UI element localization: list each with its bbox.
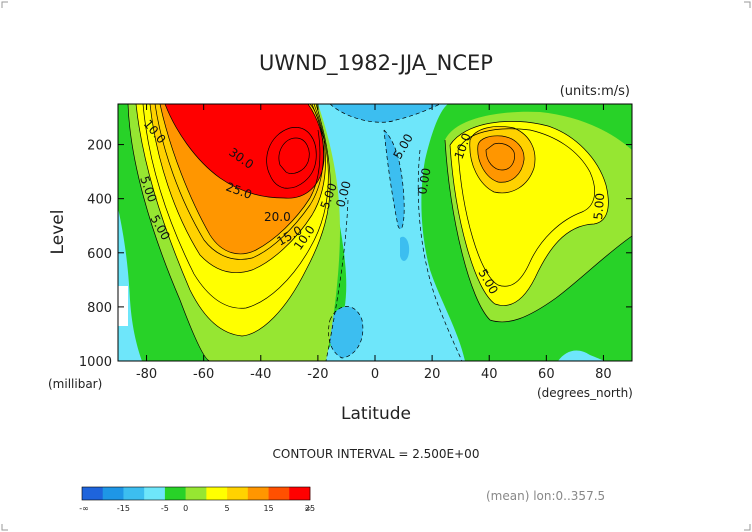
contour-line — [449, 121, 609, 306]
colorbar-label: -∞ — [79, 504, 89, 513]
colorbar-label: 0 — [183, 504, 188, 513]
contour-label: 5.00 — [591, 192, 607, 220]
x-tick-label: -20 — [307, 367, 328, 382]
x-units-label: (degrees_north) — [537, 386, 633, 400]
contour-label: 0.00 — [333, 179, 353, 208]
contour-line — [325, 199, 349, 361]
colorbar-swatch — [123, 487, 145, 500]
y-axis: 200 400 600 800 1000 — [79, 139, 632, 370]
contour-label: 0.00 — [415, 167, 433, 196]
colorbar-frame — [81, 486, 311, 501]
x-tick-label: 40 — [481, 367, 498, 382]
contour-line — [159, 104, 321, 255]
colorbar-label: 25 — [305, 504, 315, 513]
x-tick-label: -60 — [193, 367, 214, 382]
y-tick-label: 400 — [87, 193, 112, 208]
colorbar-label: -5 — [161, 504, 169, 513]
contour-line — [328, 306, 364, 359]
x-axis: -80 -60 -40 -20 0 20 40 60 80 — [136, 104, 612, 382]
colorbar-swatch — [164, 487, 186, 500]
footer-text: (mean) lon:0..357.5 — [486, 489, 605, 503]
colorbar-swatch — [247, 487, 269, 500]
contour-line — [477, 135, 525, 183]
contour-line — [135, 104, 331, 337]
colorbar-swatch — [268, 487, 290, 500]
sh-jet-band — [165, 104, 325, 199]
colorbar-swatch — [82, 487, 104, 500]
x-tick-label: 20 — [424, 367, 441, 382]
y-tick-label: 800 — [87, 301, 112, 316]
colorbar-swatch — [289, 487, 311, 500]
easterly-region — [400, 236, 410, 261]
colorbar-labels: -∞ -15 -5 0 5 15 25∞ — [79, 504, 315, 513]
x-tick-label: -80 — [136, 367, 157, 382]
masked-region — [118, 286, 128, 326]
easterly-region — [328, 306, 363, 358]
contour-line — [142, 104, 329, 309]
colorbar-label: ∞ — [305, 504, 312, 513]
units-label: (units:m/s) — [560, 84, 630, 99]
contour-line — [457, 128, 596, 287]
y-tick-label: 600 — [87, 247, 112, 262]
contour-lines — [127, 104, 632, 361]
negative-contours — [325, 104, 463, 361]
x-tick-label: -40 — [250, 367, 271, 382]
contour-line — [485, 142, 515, 171]
contour-line — [383, 129, 405, 230]
contour-interval-text: CONTOUR INTERVAL = 2.500E+00 — [273, 447, 480, 461]
contour-field — [118, 104, 632, 361]
contour-line — [266, 127, 317, 189]
colorbar-swatch — [102, 487, 124, 500]
colorbar-label: -15 — [117, 504, 130, 513]
easterly-region — [558, 350, 606, 361]
y-tick-label: 200 — [87, 139, 112, 154]
colorbar-swatch — [206, 487, 228, 500]
contour-line — [329, 104, 441, 123]
colorbar-label: 15 — [263, 504, 273, 513]
easterly-region — [316, 104, 465, 361]
contour-line — [469, 126, 536, 194]
y-units-label: (millibar) — [48, 377, 102, 391]
x-tick-label: 60 — [538, 367, 555, 382]
colorbar-swatch — [227, 487, 249, 500]
y-tick-label: 1000 — [79, 355, 112, 370]
contour-line — [149, 104, 326, 273]
colorbar — [81, 486, 311, 501]
colorbar-swatch — [144, 487, 166, 500]
contour-line — [164, 104, 325, 199]
contour-line — [444, 139, 632, 323]
contour-line — [127, 104, 211, 361]
colorbar-label: 5 — [225, 504, 230, 513]
easterly-region — [330, 104, 440, 123]
contour-line — [417, 149, 463, 361]
y-axis-label: Level — [48, 210, 68, 255]
x-tick-label: 0 — [371, 367, 379, 382]
easterly-region — [384, 130, 405, 229]
chart-title: UWND_1982-JJA_NCEP — [259, 51, 493, 76]
colorbar-swatch — [185, 487, 207, 500]
x-axis-label: Latitude — [341, 404, 411, 424]
x-tick-label: 80 — [595, 367, 612, 382]
contour-line — [278, 137, 310, 174]
contour-label: 20.0 — [264, 210, 291, 224]
